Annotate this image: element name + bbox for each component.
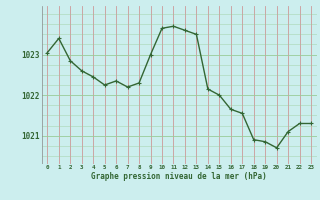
X-axis label: Graphe pression niveau de la mer (hPa): Graphe pression niveau de la mer (hPa) — [91, 172, 267, 181]
